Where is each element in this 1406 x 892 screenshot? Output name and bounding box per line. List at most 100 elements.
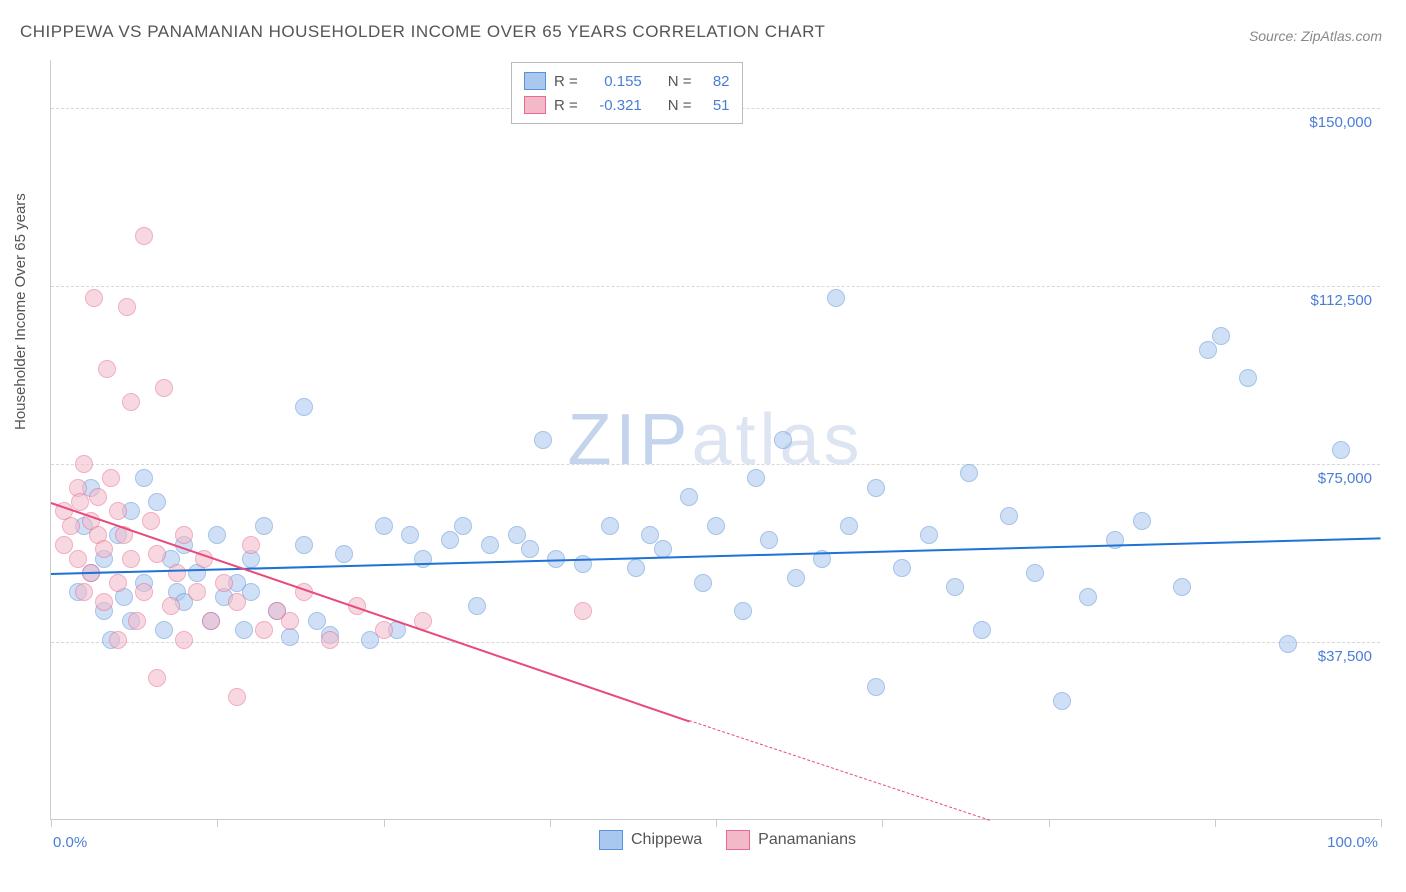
legend-swatch: [524, 72, 546, 90]
scatter-point: [375, 621, 393, 639]
x-min-label: 0.0%: [53, 834, 87, 851]
scatter-point: [441, 531, 459, 549]
scatter-point: [135, 469, 153, 487]
scatter-point: [281, 612, 299, 630]
scatter-point: [574, 555, 592, 573]
scatter-point: [1199, 341, 1217, 359]
scatter-point: [128, 612, 146, 630]
n-label: N =: [668, 73, 692, 90]
scatter-point: [175, 631, 193, 649]
scatter-point: [55, 536, 73, 554]
scatter-point: [774, 431, 792, 449]
scatter-point: [62, 517, 80, 535]
scatter-point: [122, 550, 140, 568]
scatter-point: [75, 583, 93, 601]
scatter-point: [109, 631, 127, 649]
scatter-point: [335, 545, 353, 563]
x-tick: [1381, 819, 1382, 827]
n-value: 51: [700, 97, 730, 114]
scatter-point: [102, 469, 120, 487]
y-tick-label: $150,000: [1309, 114, 1372, 131]
gridline-h: [51, 642, 1380, 643]
n-label: N =: [668, 97, 692, 114]
x-tick: [217, 819, 218, 827]
scatter-point: [148, 545, 166, 563]
scatter-point: [973, 621, 991, 639]
scatter-point: [69, 550, 87, 568]
source-prefix: Source:: [1249, 28, 1301, 44]
scatter-point: [601, 517, 619, 535]
y-tick-label: $112,500: [1311, 292, 1372, 309]
scatter-point: [827, 289, 845, 307]
scatter-point: [148, 669, 166, 687]
scatter-point: [747, 469, 765, 487]
r-value: -0.321: [586, 97, 642, 114]
scatter-point: [228, 688, 246, 706]
scatter-point: [308, 612, 326, 630]
legend-item: Chippewa: [599, 830, 702, 850]
scatter-point: [142, 512, 160, 530]
scatter-point: [734, 602, 752, 620]
legend-row: R =0.155N =82: [524, 69, 730, 93]
scatter-point: [215, 574, 233, 592]
scatter-point: [627, 559, 645, 577]
scatter-point: [1332, 441, 1350, 459]
r-label: R =: [554, 97, 578, 114]
scatter-point: [468, 597, 486, 615]
scatter-point: [118, 298, 136, 316]
scatter-point: [162, 597, 180, 615]
scatter-point: [867, 479, 885, 497]
scatter-point: [295, 536, 313, 554]
scatter-point: [122, 393, 140, 411]
scatter-point: [321, 631, 339, 649]
legend-series-name: Panamanians: [758, 831, 856, 849]
scatter-point: [95, 593, 113, 611]
legend-series-name: Chippewa: [631, 831, 702, 849]
scatter-point: [1000, 507, 1018, 525]
scatter-point: [89, 488, 107, 506]
r-value: 0.155: [586, 73, 642, 90]
scatter-point: [840, 517, 858, 535]
scatter-point: [242, 536, 260, 554]
scatter-point: [188, 583, 206, 601]
scatter-point: [707, 517, 725, 535]
scatter-point: [1173, 578, 1191, 596]
trend-line-extrapolated: [689, 720, 990, 821]
y-tick-label: $37,500: [1318, 648, 1372, 665]
scatter-point: [202, 612, 220, 630]
legend-swatch: [726, 830, 750, 850]
scatter-point: [1133, 512, 1151, 530]
scatter-point: [760, 531, 778, 549]
scatter-point: [893, 559, 911, 577]
scatter-point: [98, 360, 116, 378]
scatter-point: [155, 621, 173, 639]
scatter-point: [255, 517, 273, 535]
source-link[interactable]: ZipAtlas.com: [1301, 28, 1382, 44]
scatter-point: [641, 526, 659, 544]
scatter-point: [175, 526, 193, 544]
scatter-point: [1026, 564, 1044, 582]
scatter-point: [521, 540, 539, 558]
scatter-point: [680, 488, 698, 506]
scatter-point: [168, 564, 186, 582]
scatter-point: [75, 455, 93, 473]
legend-item: Panamanians: [726, 830, 856, 850]
x-tick: [882, 819, 883, 827]
scatter-point: [109, 502, 127, 520]
scatter-point: [295, 398, 313, 416]
x-tick: [1049, 819, 1050, 827]
x-tick: [1215, 819, 1216, 827]
scatter-point: [255, 621, 273, 639]
scatter-point: [694, 574, 712, 592]
x-max-label: 100.0%: [1327, 834, 1378, 851]
scatter-point: [960, 464, 978, 482]
scatter-point: [481, 536, 499, 554]
y-axis-title: Householder Income Over 65 years: [12, 193, 29, 430]
chart-title: CHIPPEWA VS PANAMANIAN HOUSEHOLDER INCOM…: [20, 22, 825, 42]
watermark: ZIPatlas: [567, 399, 863, 481]
scatter-point: [135, 227, 153, 245]
scatter-point: [228, 593, 246, 611]
scatter-point: [155, 379, 173, 397]
scatter-point: [1239, 369, 1257, 387]
scatter-point: [867, 678, 885, 696]
